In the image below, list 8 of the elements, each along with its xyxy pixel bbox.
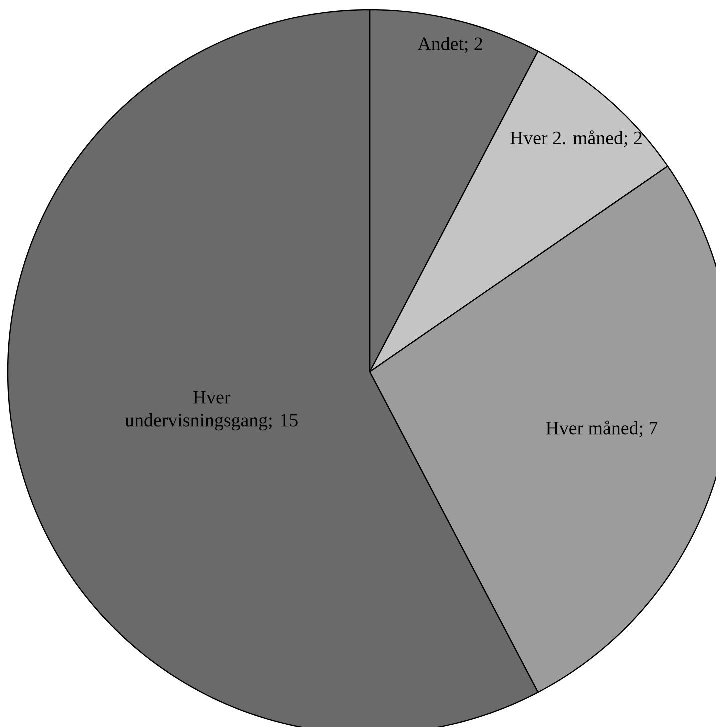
data-label: ; 7 <box>640 422 658 438</box>
slice-label: Andet <box>418 37 464 50</box>
data-label: ; 15 <box>269 414 298 430</box>
data-label: ; 2 <box>624 132 642 148</box>
slice-label: Hver undervisningsgang <box>125 391 268 431</box>
slice-label: Hver måned <box>546 420 639 435</box>
data-label: ; 2 <box>464 38 482 54</box>
slice-label: Hver 2. måned <box>510 130 624 145</box>
